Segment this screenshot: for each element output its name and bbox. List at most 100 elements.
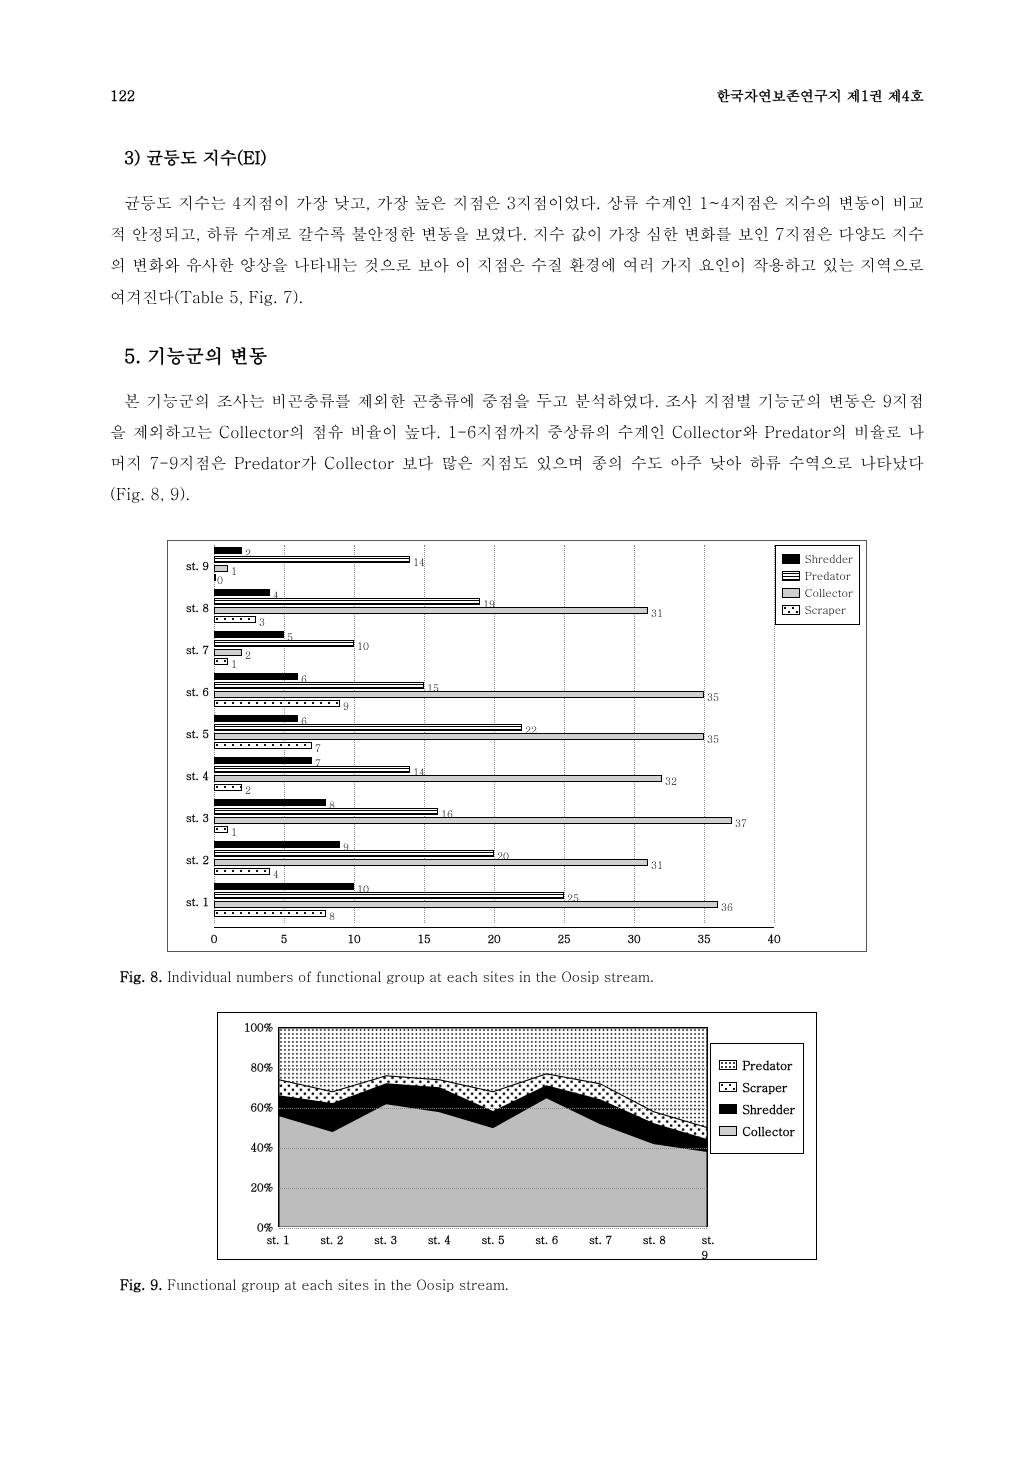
fig8-legend-item: Shredder	[782, 552, 853, 567]
y-tick-label: 20%	[250, 1180, 273, 1195]
bar-value-label: 1	[231, 657, 237, 666]
bar-value-label: 10	[357, 639, 369, 648]
bar-predator	[214, 640, 354, 647]
gridline	[279, 1028, 707, 1029]
bar-value-label: 6	[301, 672, 307, 681]
bar-value-label: 7	[315, 741, 321, 750]
legend-label: Predator	[742, 1057, 792, 1074]
bar-predator	[214, 808, 438, 815]
site-label: st. 7	[174, 643, 209, 658]
x-tick-label: 30	[627, 932, 640, 947]
fig8-legend-item: Scraper	[782, 603, 853, 618]
x-tick-label: st. 1	[266, 1233, 289, 1248]
bar-predator	[214, 850, 494, 857]
bar-shredder	[214, 757, 312, 764]
bar-value-label: 1	[231, 825, 237, 834]
bar-value-label: 4	[273, 867, 279, 876]
bar-value-label: 8	[329, 798, 335, 807]
bar-value-label: 35	[707, 732, 719, 741]
bar-shredder	[214, 589, 270, 596]
section-3-body: 균등도 지수는 4지점이 가장 낮고, 가장 높은 지점은 3지점이었다. 상류…	[110, 187, 924, 312]
site-label: st. 4	[174, 769, 209, 784]
x-tick-label: st. 4	[428, 1233, 451, 1248]
predator-swatch-icon	[782, 571, 800, 581]
fig9-caption-label: Fig. 9.	[120, 1274, 162, 1294]
x-tick-label: st. 7	[589, 1233, 612, 1248]
bar-scraper	[214, 784, 242, 791]
bar-value-label: 20	[497, 849, 509, 858]
bar-scraper	[214, 658, 228, 665]
fig8-plot-area: st. 921410st. 8419313st. 751021st. 66153…	[214, 545, 774, 923]
shredder-swatch-icon	[719, 1104, 737, 1114]
bar-value-label: 3	[259, 615, 265, 624]
fig8-caption: Fig. 8. Individual numbers of functional…	[120, 966, 924, 986]
bar-value-label: 1	[231, 564, 237, 573]
fig9-plot-area: 0%20%40%60%80%100%	[278, 1027, 708, 1227]
gridline	[279, 1188, 707, 1189]
fig8-caption-text: Individual numbers of functional group a…	[162, 966, 654, 986]
bar-scraper	[214, 910, 326, 917]
bar-value-label: 9	[343, 840, 349, 849]
bar-value-label: 31	[651, 858, 663, 867]
gridline	[279, 1108, 707, 1109]
bar-collector	[214, 901, 718, 908]
bar-value-label: 16	[441, 807, 453, 816]
gridline	[279, 1148, 707, 1149]
bar-scraper	[214, 742, 312, 749]
bar-collector	[214, 859, 648, 866]
legend-label: Collector	[742, 1123, 795, 1140]
bar-scraper	[214, 574, 216, 581]
bar-scraper	[214, 616, 256, 623]
site-label: st. 6	[174, 685, 209, 700]
bar-value-label: 31	[651, 606, 663, 615]
bar-value-label: 2	[245, 648, 251, 657]
bar-value-label: 4	[273, 588, 279, 597]
scraper-swatch-icon	[782, 605, 800, 615]
x-tick-label: 40	[767, 932, 780, 947]
y-tick-label: 60%	[250, 1100, 273, 1115]
fig9-legend-item: Shredder	[719, 1101, 795, 1118]
x-tick-label: st. 5	[481, 1233, 504, 1248]
bar-predator	[214, 892, 564, 899]
bar-value-label: 14	[413, 765, 425, 774]
y-tick-label: 40%	[250, 1140, 273, 1155]
bar-shredder	[214, 799, 326, 806]
y-tick-label: 80%	[250, 1060, 273, 1075]
legend-label: Scraper	[742, 1079, 787, 1096]
bar-predator	[214, 724, 522, 731]
section-5-body: 본 기능군의 조사는 비곤충류를 제외한 곤충류에 중점을 두고 분석하였다. …	[110, 385, 924, 510]
bar-scraper	[214, 868, 270, 875]
bar-value-label: 15	[427, 681, 439, 690]
bar-value-label: 32	[665, 774, 677, 783]
site-label: st. 1	[174, 895, 209, 910]
section-3-heading: 3) 균등도 지수(EI)	[124, 145, 924, 169]
bar-value-label: 19	[483, 597, 495, 606]
legend-label: Shredder	[742, 1101, 795, 1118]
x-tick-label: 35	[697, 932, 710, 947]
x-tick-label: st. 8	[643, 1233, 666, 1248]
bar-value-label: 7	[315, 756, 321, 765]
x-tick-label: 15	[417, 932, 430, 947]
fig8-x-axis: 0510152025303540	[214, 927, 774, 947]
bar-value-label: 9	[343, 699, 349, 708]
bar-collector	[214, 607, 648, 614]
legend-label: Scraper	[805, 603, 846, 618]
fig9-caption-text: Functional group at each sites in the Oo…	[162, 1274, 508, 1294]
scraper-swatch-icon	[719, 1082, 737, 1092]
bar-predator	[214, 682, 424, 689]
site-label: st. 5	[174, 727, 209, 742]
x-tick-label: 0	[211, 932, 218, 947]
bar-value-label: 36	[721, 900, 733, 909]
bar-shredder	[214, 673, 298, 680]
site-label: st. 8	[174, 601, 209, 616]
fig8-legend-item: Collector	[782, 586, 853, 601]
fig8-legend: ShredderPredatorCollectorScraper	[775, 545, 860, 625]
bar-shredder	[214, 883, 354, 890]
page: 122 한국자연보존연구지 제1권 제4호 3) 균등도 지수(EI) 균등도 …	[0, 0, 1024, 1380]
x-tick-label: st. 3	[374, 1233, 397, 1248]
bar-value-label: 0	[217, 573, 223, 582]
fig9-caption: Fig. 9. Functional group at each sites i…	[120, 1274, 924, 1294]
journal-title: 한국자연보존연구지 제1권 제4호	[716, 85, 924, 105]
bar-value-label: 25	[567, 891, 579, 900]
bar-predator	[214, 598, 480, 605]
